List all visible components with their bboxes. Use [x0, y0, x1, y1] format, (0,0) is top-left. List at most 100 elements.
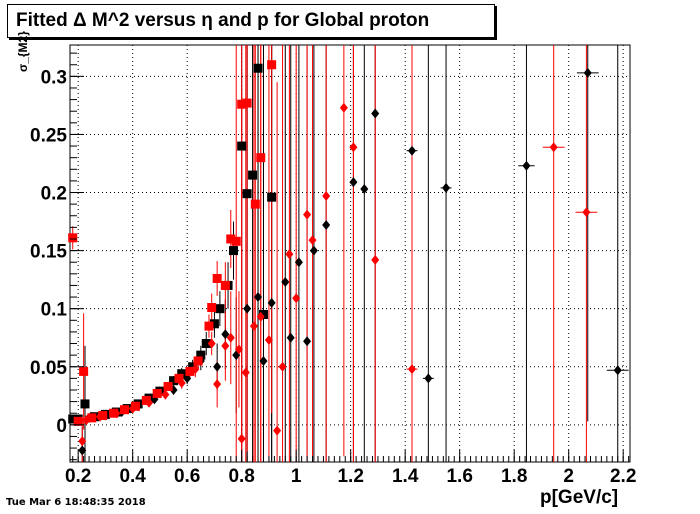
diamond-marker [549, 142, 558, 153]
diamond-marker [243, 303, 252, 314]
timestamp: Tue Mar 6 18:48:35 2018 [6, 497, 146, 508]
x-tick-label: 1 [291, 466, 302, 487]
diamond-marker [254, 292, 263, 303]
diamond-marker [112, 408, 121, 419]
diamond-marker [281, 276, 290, 287]
square-marker [188, 362, 198, 372]
y-tick-label: 0.3 [41, 67, 67, 88]
square-marker [237, 99, 247, 109]
diamond-marker [285, 249, 294, 260]
diamond-marker [145, 397, 154, 408]
diamond-marker [308, 235, 317, 246]
diamond-marker [161, 389, 170, 400]
square-marker [215, 304, 225, 314]
square-marker [267, 192, 277, 202]
square-marker [242, 189, 252, 199]
diamond-marker [292, 293, 301, 304]
diamond-marker [273, 425, 282, 436]
diamond-marker [234, 344, 243, 355]
square-marker [209, 319, 219, 329]
square-marker [169, 376, 179, 386]
diamond-marker [322, 191, 331, 202]
diamond-marker [303, 209, 312, 220]
square-marker [193, 356, 203, 366]
x-tick-label: 0.6 [174, 466, 200, 487]
diamond-marker [177, 378, 186, 389]
diamond-marker [303, 336, 312, 347]
square-marker [237, 141, 247, 151]
square-marker [68, 233, 78, 243]
diamond-marker [95, 411, 104, 422]
square-marker [79, 366, 89, 376]
y-tick-label: 0.25 [30, 125, 67, 146]
square-marker [80, 399, 90, 409]
x-tick-label: 1.8 [501, 466, 527, 487]
square-marker [152, 388, 162, 398]
chart-title-box: Fitted Δ M^2 versus η and p for Global p… [7, 4, 495, 38]
diamond-marker [213, 361, 222, 372]
diamond-marker [78, 445, 87, 456]
x-tick-label: 2 [563, 466, 574, 487]
diamond-marker [249, 321, 258, 332]
diamond-marker [82, 415, 91, 426]
diamond-marker [294, 257, 303, 268]
square-marker [130, 401, 140, 411]
square-marker [68, 414, 78, 424]
diamond-marker [213, 379, 222, 390]
diamond-marker [407, 364, 416, 375]
square-marker [73, 416, 83, 426]
x-tick-label: 1.2 [337, 466, 363, 487]
diamond-marker [407, 145, 416, 156]
square-marker [256, 153, 266, 163]
y-tick-label: 0 [56, 416, 67, 437]
tick-labels: 0.2 0.4 0.6 0.8 1 1.2 1.4 1.6 1.8 2 2.2 0 0.05 0.1 0.1… [30, 67, 636, 487]
x-tick-label: 2.2 [610, 466, 636, 487]
diamond-marker [371, 254, 380, 265]
x-axis-label: p[GeV/c] [540, 487, 619, 508]
square-marker [250, 199, 260, 209]
diamond-marker [237, 433, 246, 444]
diamond-marker [322, 220, 331, 231]
square-marker [231, 236, 241, 246]
chart-title: Fitted Δ M^2 versus η and p for Global p… [16, 10, 430, 31]
square-marker [226, 234, 236, 244]
square-marker [229, 246, 239, 256]
diamond-marker [613, 365, 622, 376]
diamond-marker [267, 297, 276, 308]
square-marker [242, 98, 252, 108]
square-marker [207, 303, 217, 313]
data-markers [68, 60, 622, 456]
x-tick-label: 1.6 [446, 466, 472, 487]
diamond-marker [349, 142, 358, 153]
diamond-marker [191, 364, 200, 375]
diamond-marker [339, 102, 348, 113]
diamond-marker [424, 373, 433, 384]
diamond-marker [582, 207, 591, 218]
square-marker [220, 280, 230, 290]
diamond-marker [226, 332, 235, 343]
diamond-marker [286, 332, 295, 343]
diamond-marker [309, 245, 318, 256]
square-marker [196, 350, 206, 360]
diamond-marker [78, 436, 87, 447]
diamond-marker [349, 177, 358, 188]
square-marker [267, 60, 277, 70]
y-tick-label: 0.1 [41, 300, 68, 321]
square-marker [201, 339, 211, 349]
y-tick-label: 0.2 [41, 184, 67, 205]
diamond-marker [221, 340, 230, 351]
x-tick-label: 1.4 [392, 466, 419, 487]
square-marker [120, 405, 130, 415]
diamond-marker [241, 367, 250, 378]
diamond-marker [522, 160, 531, 171]
x-tick-label: 0.2 [65, 466, 91, 487]
diamond-marker [278, 361, 287, 372]
diamond-marker [259, 355, 268, 366]
y-tick-label: 0.05 [30, 358, 67, 379]
square-marker [87, 413, 97, 423]
diamond-marker [371, 108, 380, 119]
square-marker [253, 63, 263, 73]
square-marker [177, 369, 187, 379]
diamond-marker [442, 182, 451, 193]
